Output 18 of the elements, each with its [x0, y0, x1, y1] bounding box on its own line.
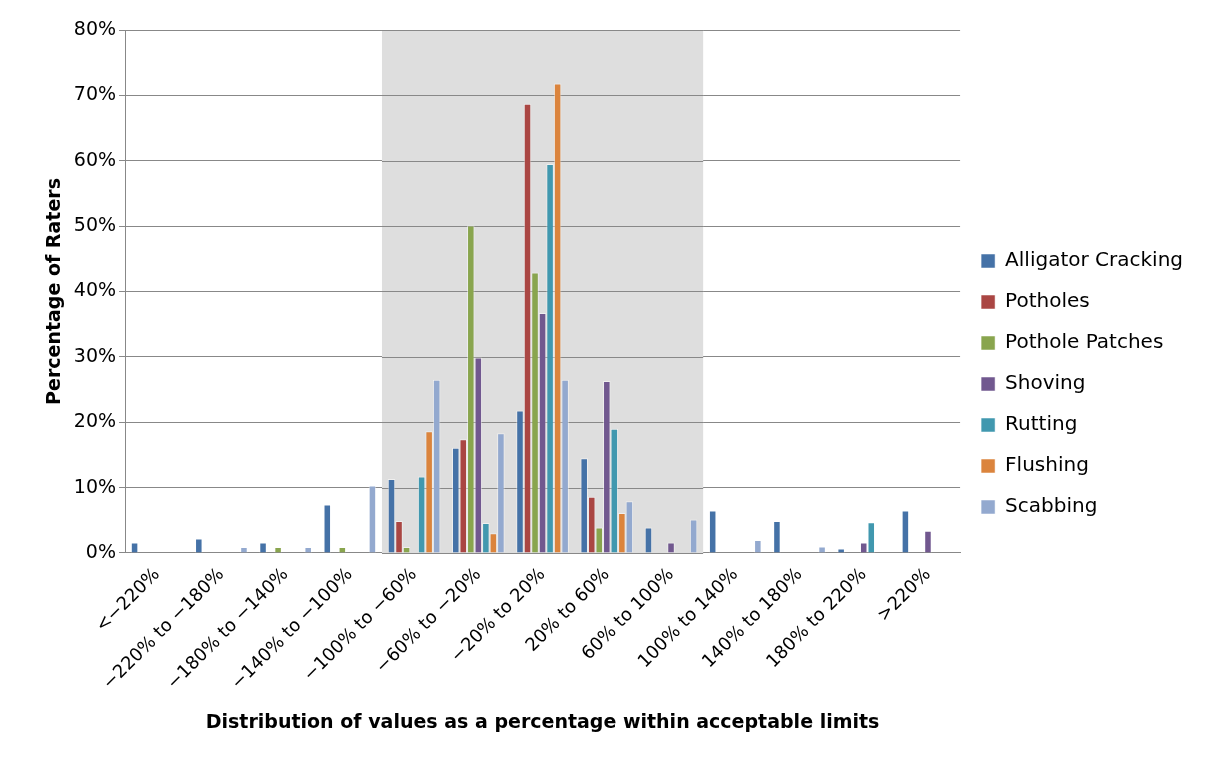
legend-label: Alligator Cracking [1005, 247, 1184, 272]
x-axis-title: Distribution of values as a percentage within acceptable limits [205, 709, 880, 732]
y-tick-label: 70% [73, 82, 117, 105]
legend-label: Shoving [1005, 370, 1086, 395]
y-axis-title: Percentage of Raters [42, 178, 65, 405]
legend-label: Potholes [1005, 288, 1090, 313]
y-tick-label: 0% [85, 539, 117, 562]
y-tick-label: 20% [73, 409, 117, 432]
y-tick-label: 60% [73, 147, 117, 170]
legend-label: Flushing [1005, 452, 1089, 477]
y-tick-label: 80% [73, 16, 117, 39]
legend-label: Scabbing [1005, 493, 1098, 518]
legend-label: Rutting [1005, 411, 1078, 436]
y-tick-label: 10% [73, 474, 117, 497]
legend-label: Pothole Patches [1005, 329, 1164, 354]
y-tick-label: 50% [73, 213, 117, 236]
y-tick-label: 40% [73, 278, 117, 301]
y-tick-label: 30% [73, 343, 117, 366]
